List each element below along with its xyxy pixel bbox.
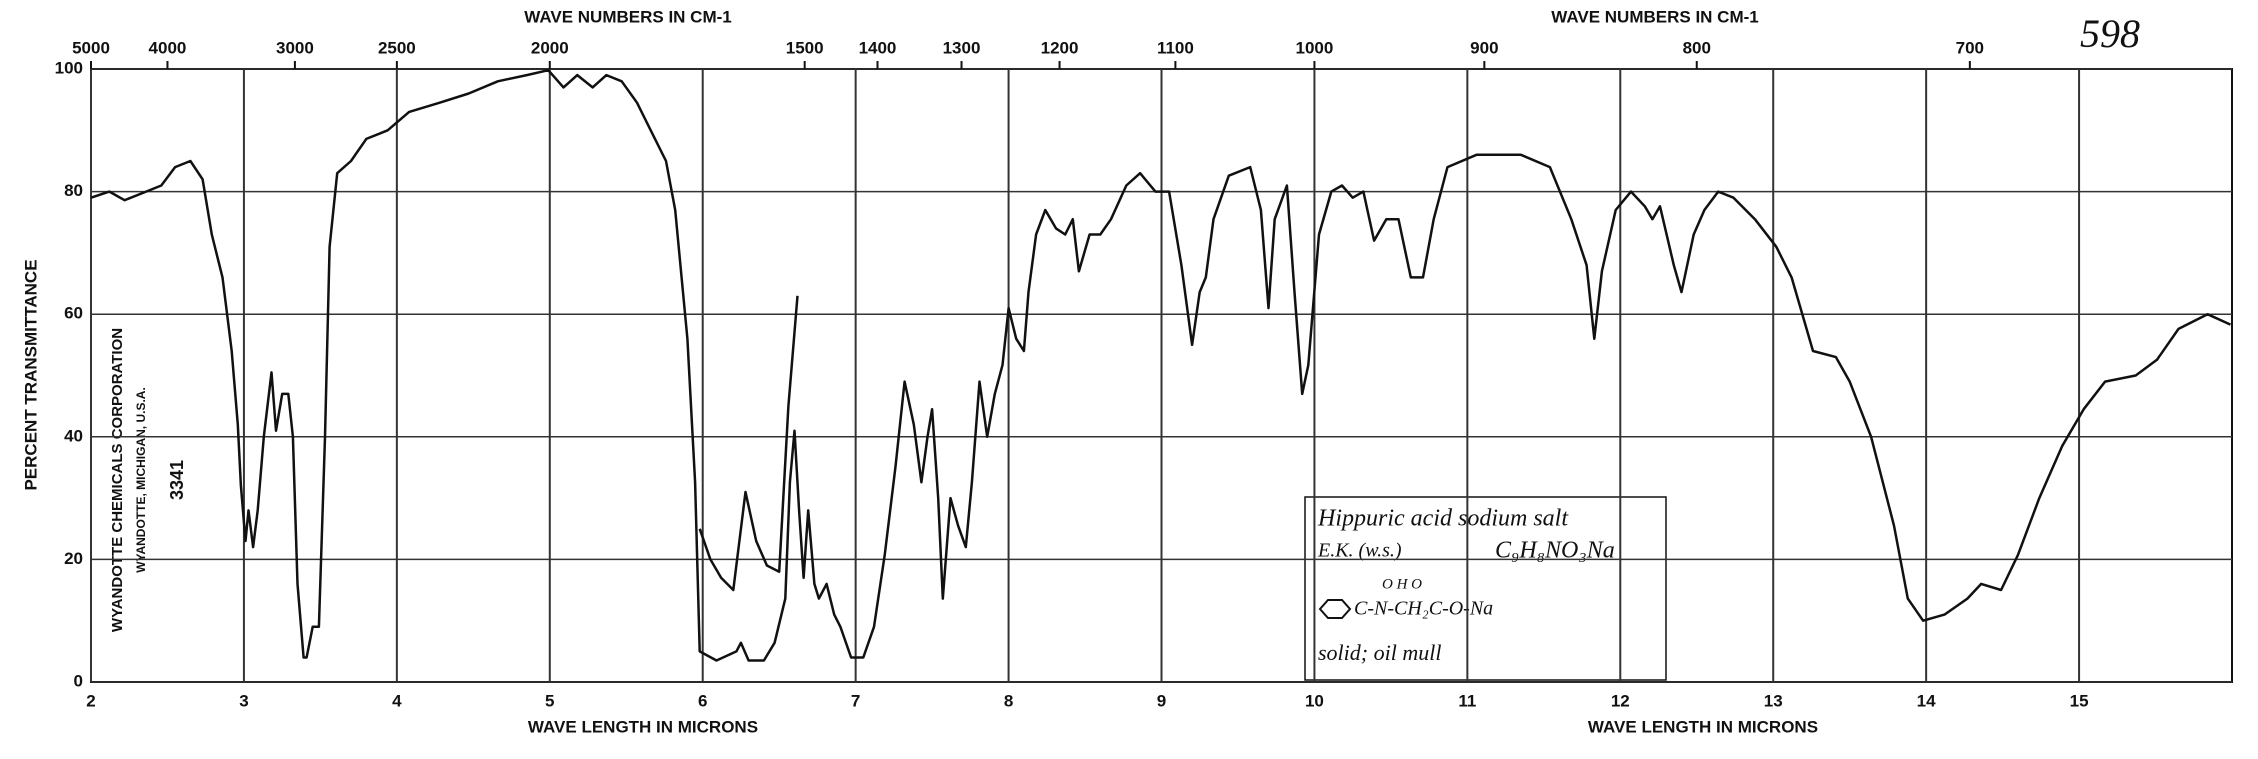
x-tick-label: 6: [698, 691, 707, 710]
x2-tick-label: 3000: [276, 38, 314, 57]
x-tick-label: 3: [239, 691, 248, 710]
benzene-ring: [1318, 599, 1352, 619]
x2-tick-label: 800: [1683, 38, 1711, 57]
x-tick-label: 13: [1764, 691, 1783, 710]
x2-tick-label: 1100: [1157, 38, 1194, 57]
x-tick-label: 8: [1004, 691, 1013, 710]
x-tick-label: 5: [545, 691, 554, 710]
x-tick-label: 10: [1305, 691, 1324, 710]
sample-name: Hippuric acid sodium salt: [1317, 506, 1569, 532]
x-tick-label: 15: [2070, 691, 2089, 710]
y-axis-label: PERCENT TRANSMITTANCE: [21, 259, 40, 490]
sample-box: [1304, 496, 1667, 681]
y-tick-label: 0: [74, 671, 83, 690]
x2-tick-label: 1000: [1296, 38, 1334, 57]
x2-axis-label: WAVE NUMBERS IN CM-1: [1551, 7, 1758, 26]
x2-tick-label: 1300: [943, 38, 981, 57]
x-axis-label: WAVE LENGTH IN MICRONS: [528, 717, 758, 736]
x2-tick-label: 1500: [786, 38, 824, 57]
x2-tick-label: 2000: [531, 38, 569, 57]
y-tick-label: 40: [64, 426, 83, 445]
y-tick-label: 100: [55, 58, 83, 77]
x2-tick-label: 1400: [859, 38, 897, 57]
sample-structure: C-N-CH₂C-O-Na: [1354, 598, 1493, 620]
x2-tick-label: 2500: [378, 38, 416, 57]
spectrum-line: [698, 295, 799, 592]
x2-axis-label: WAVE NUMBERS IN CM-1: [524, 7, 731, 26]
x-axis-label: WAVE LENGTH IN MICRONS: [1588, 717, 1818, 736]
x-tick-label: 11: [1458, 691, 1476, 710]
x2-tick-label: 700: [1956, 38, 1984, 57]
x2-tick-label: 900: [1470, 38, 1498, 57]
y-tick-label: 20: [64, 549, 83, 568]
sample-number: 3341: [167, 460, 187, 500]
sample-structure-top: O H O: [1382, 576, 1422, 592]
x-tick-label: 9: [1157, 691, 1166, 710]
x-tick-label: 4: [392, 691, 402, 710]
spectrum-line: [90, 68, 2232, 662]
x-tick-label: 12: [1611, 691, 1630, 710]
sample-source: E.K. (w.s.): [1317, 540, 1402, 562]
x-tick-label: 7: [851, 691, 860, 710]
x2-tick-label: 5000: [72, 38, 110, 57]
y-tick-label: 60: [64, 304, 83, 323]
sample-state: solid; oil mull: [1318, 640, 1441, 665]
company: WYANDOTTE CHEMICALS CORPORATION: [109, 328, 126, 632]
x2-tick-label: 1200: [1041, 38, 1079, 57]
x-tick-label: 2: [86, 691, 95, 710]
y-tick-label: 80: [64, 181, 83, 200]
page-number: 598: [2080, 11, 2140, 56]
x2-tick-label: 4000: [149, 38, 187, 57]
company-location: WYANDOTTE, MICHIGAN, U.S.A.: [134, 387, 148, 573]
x-tick-label: 14: [1917, 691, 1936, 710]
